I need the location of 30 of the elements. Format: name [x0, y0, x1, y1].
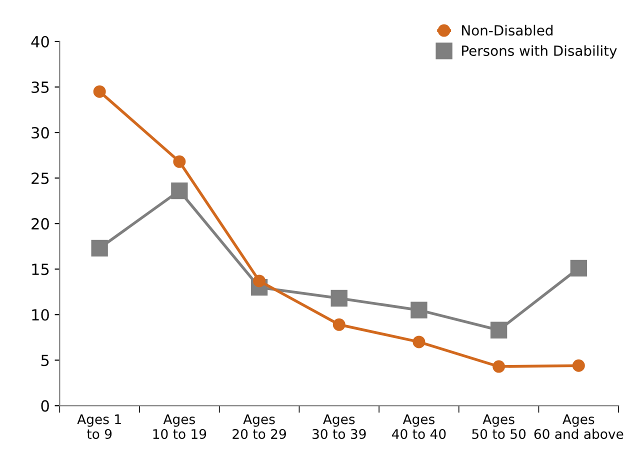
x-tick-label: Ages 20 to 29	[232, 414, 286, 439]
y-tick-label: 5	[41, 354, 49, 366]
point	[490, 322, 508, 338]
y-tick-label: 40	[31, 36, 49, 48]
y-tick-label: 10	[32, 309, 49, 321]
x-tick-label: Ages 1 to 9	[77, 414, 121, 439]
point	[173, 155, 186, 168]
point	[492, 360, 506, 373]
point	[412, 336, 426, 348]
x-tick-label: Ages 30 to 39	[312, 414, 366, 439]
y-tick-label: 25	[32, 172, 49, 184]
point	[332, 318, 346, 331]
y-tick-label: 15	[32, 264, 49, 276]
y-tick-label: 0	[41, 400, 49, 412]
x-tick-label: Ages 50 to 50	[472, 414, 526, 439]
x-tick-label: Ages 40 to 40	[392, 414, 446, 439]
point	[91, 240, 108, 256]
point	[171, 182, 188, 200]
point	[330, 290, 348, 307]
y-tick-label: 20	[32, 218, 49, 230]
y-tick-label: 35	[32, 81, 49, 94]
legend-label: Persons with Disability	[462, 45, 617, 59]
x-tick-label: Ages 60 and above	[534, 414, 624, 439]
point	[570, 260, 587, 277]
point	[410, 302, 428, 318]
legend-label: Non-Disabled	[462, 24, 552, 36]
point	[93, 85, 106, 98]
y-tick-label: 30	[32, 127, 49, 139]
point	[572, 359, 585, 372]
x-tick-label: Ages 10 to 19	[153, 414, 206, 439]
